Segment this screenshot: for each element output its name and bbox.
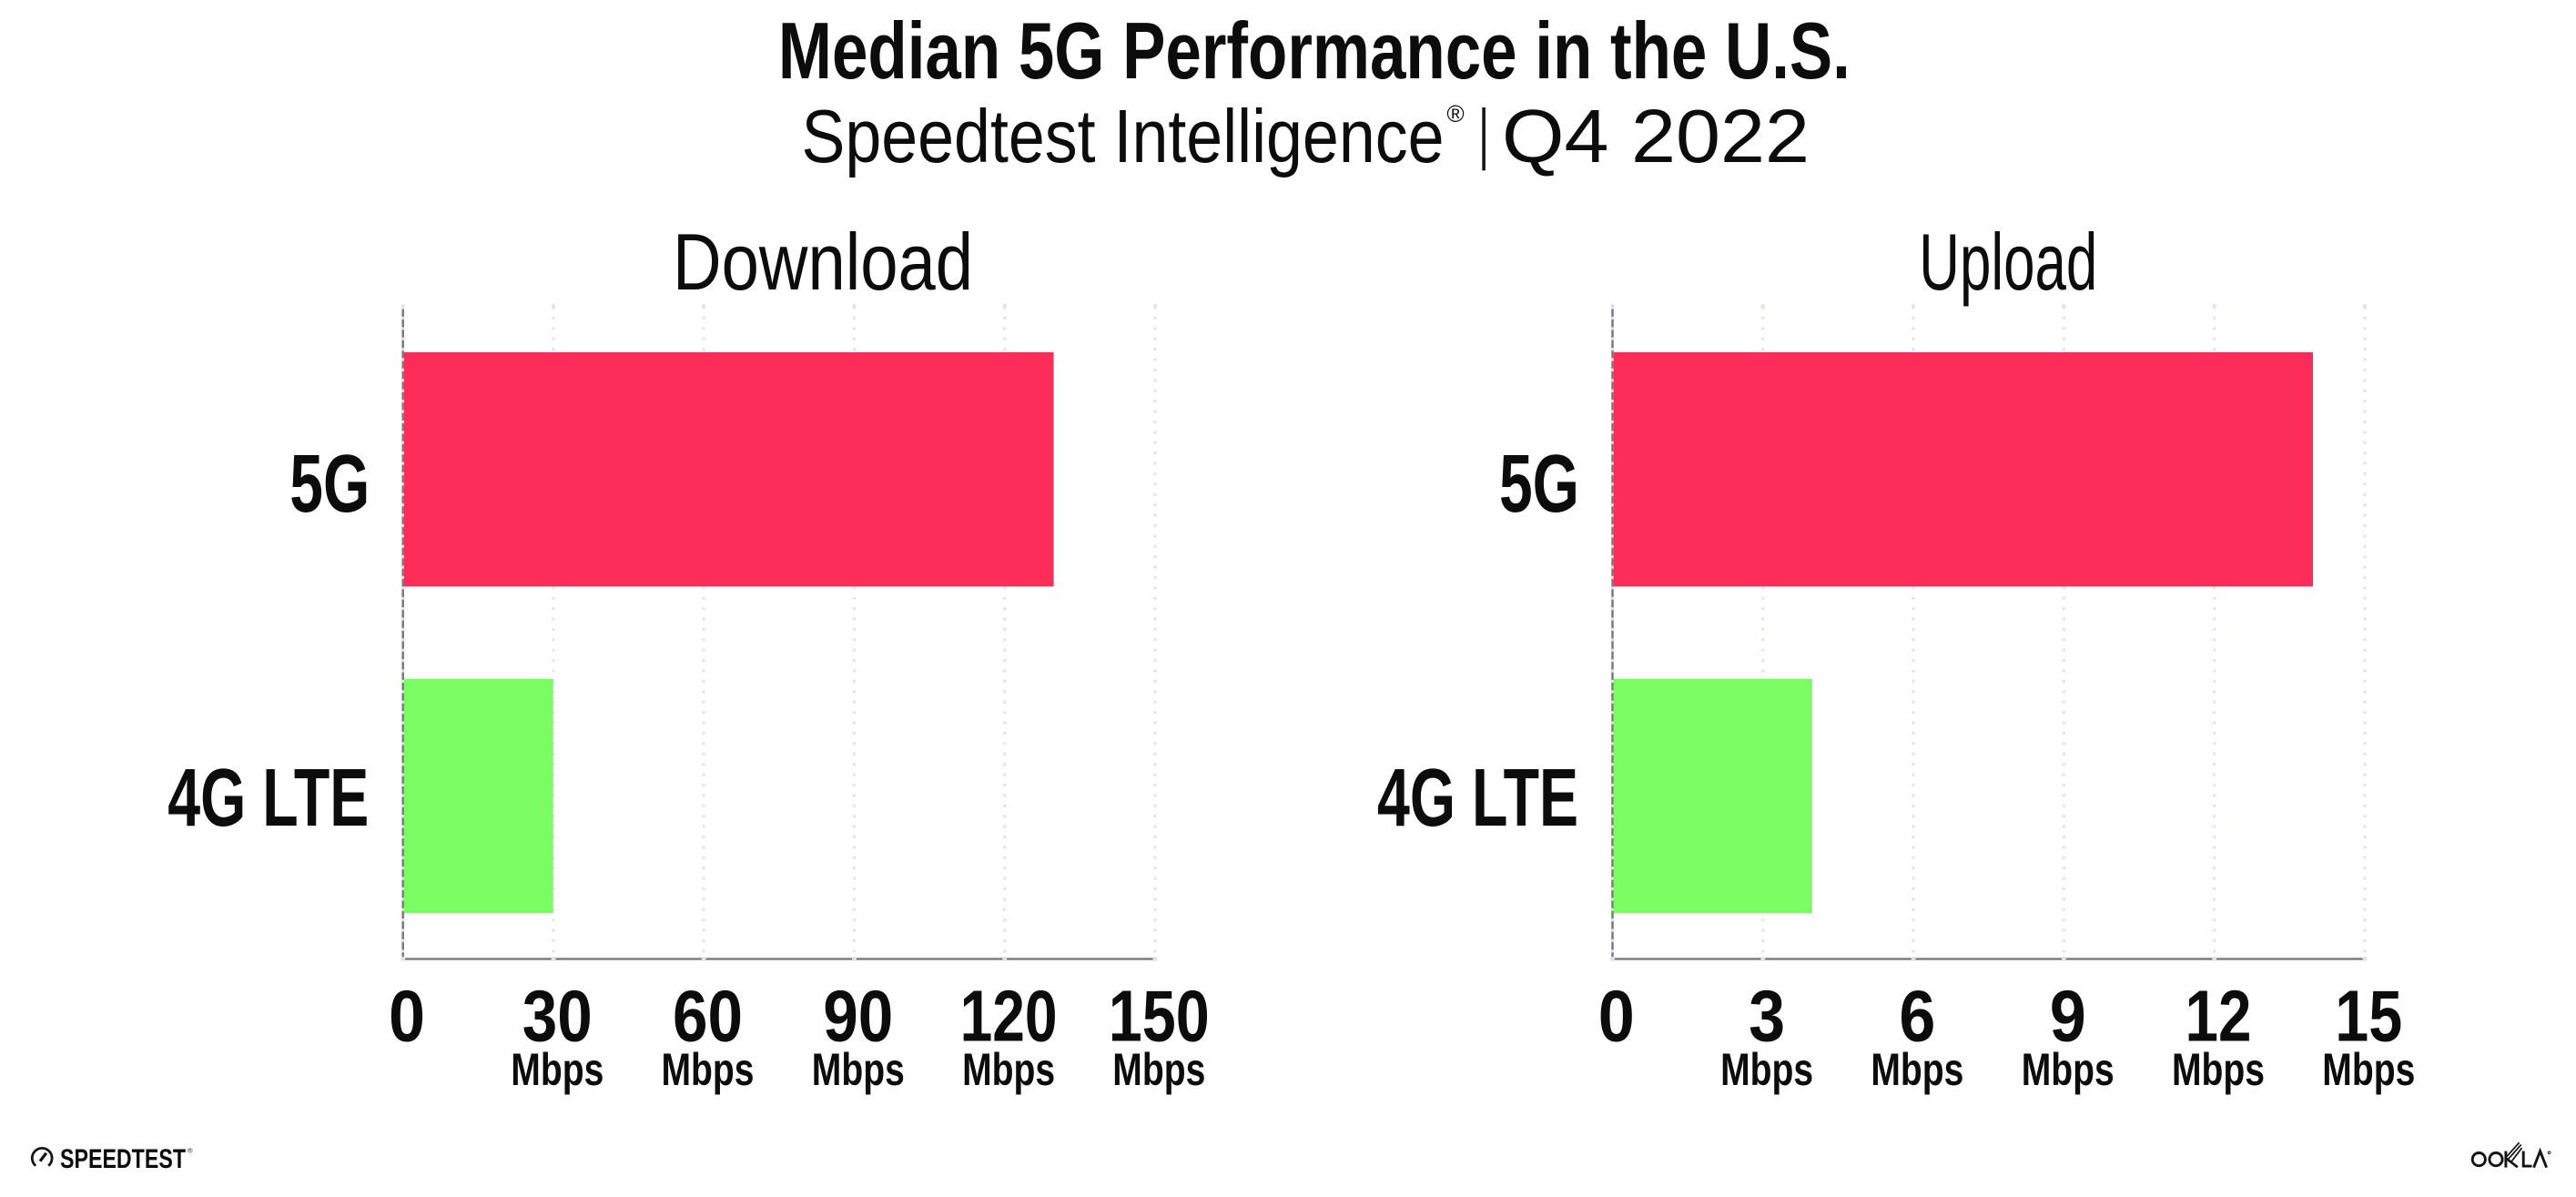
svg-text:60: 60	[673, 976, 743, 1057]
svg-text:3: 3	[1749, 976, 1785, 1057]
svg-text:0: 0	[1598, 976, 1635, 1057]
svg-text:Mbps: Mbps	[812, 1044, 905, 1095]
svg-text:Mbps: Mbps	[1871, 1044, 1963, 1095]
svg-text:12: 12	[2186, 976, 2252, 1057]
svg-text:Q4 2022: Q4 2022	[1502, 94, 1810, 178]
svg-text:Mbps: Mbps	[962, 1044, 1055, 1095]
svg-text:Mbps: Mbps	[2022, 1044, 2115, 1095]
svg-text:Download: Download	[673, 217, 973, 307]
svg-text:120: 120	[960, 976, 1058, 1057]
svg-text:4G LTE: 4G LTE	[1377, 753, 1578, 844]
svg-text:5G: 5G	[1499, 439, 1579, 530]
svg-text:30: 30	[522, 976, 593, 1057]
svg-text:15: 15	[2335, 976, 2402, 1057]
svg-text:9: 9	[2050, 976, 2086, 1057]
svg-text:Mbps: Mbps	[662, 1044, 755, 1095]
svg-text:®: ®	[1446, 100, 1464, 127]
svg-text:6: 6	[1899, 976, 1935, 1057]
svg-text:5G: 5G	[289, 439, 370, 530]
svg-text:150: 150	[1109, 976, 1210, 1057]
svg-text:Upload: Upload	[1919, 217, 2097, 307]
svg-text:90: 90	[823, 976, 893, 1057]
svg-text:®: ®	[188, 1147, 193, 1155]
svg-text:Mbps: Mbps	[1720, 1044, 1813, 1095]
svg-text:SPEEDTEST: SPEEDTEST	[60, 1144, 186, 1174]
svg-text:4G LTE: 4G LTE	[167, 753, 369, 844]
svg-text:Median 5G Performance in the U: Median 5G Performance in the U.S.	[778, 5, 1851, 96]
svg-text:0: 0	[389, 976, 425, 1057]
svg-text:Speedtest Intelligence: Speedtest Intelligence	[802, 94, 1445, 178]
svg-text:Mbps: Mbps	[2172, 1044, 2265, 1095]
svg-text:Mbps: Mbps	[511, 1044, 603, 1095]
svg-text:Mbps: Mbps	[1112, 1044, 1205, 1095]
svg-text:Mbps: Mbps	[2322, 1044, 2415, 1095]
